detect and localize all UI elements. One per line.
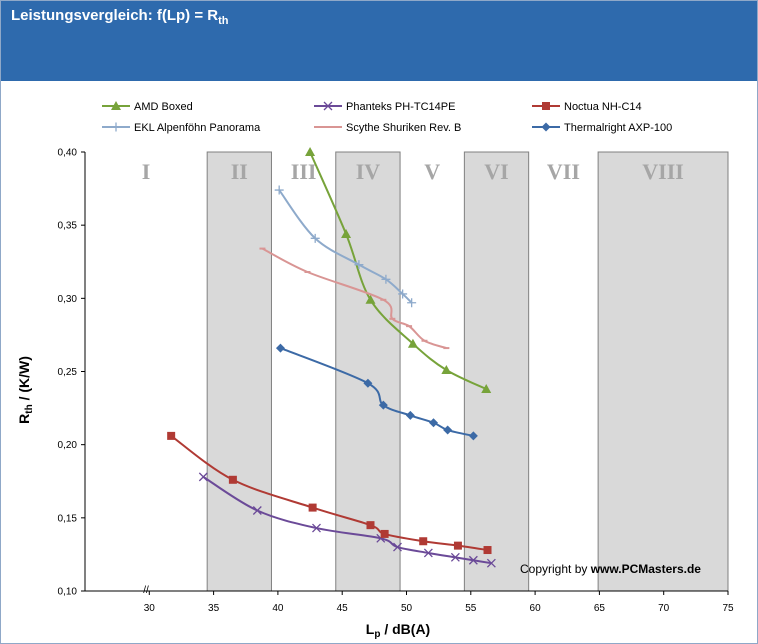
y-tick-label: 0,10	[58, 587, 78, 598]
legend: AMD Boxed Phanteks PH-TC14PE Noctua NH-C14…	[102, 101, 672, 134]
data-point	[305, 147, 316, 156]
data-point	[310, 233, 320, 243]
legend-marker	[542, 102, 550, 110]
series-phanteks-ph-tc14pe	[198, 472, 496, 568]
band-label: VII	[547, 159, 580, 184]
x-tick-label: 70	[658, 603, 670, 614]
chart-title: Leistungsvergleich: f(Lp) = Rth	[11, 7, 229, 27]
x-axis-label: Lp / dB(A)	[366, 621, 430, 640]
legend-marker	[541, 122, 551, 132]
y-tick-label: 0,40	[58, 148, 78, 159]
y-tick-label: 0,20	[58, 440, 78, 451]
series-ekl-alpenf-hn-panorama	[274, 185, 417, 308]
data-point	[167, 431, 176, 440]
data-point	[429, 418, 439, 428]
data-point	[443, 425, 453, 435]
x-tick-label: 55	[465, 603, 477, 614]
legend-marker	[111, 122, 121, 132]
legend-label: AMD Boxed	[134, 101, 193, 113]
band-label: VI	[484, 159, 508, 184]
data-point	[419, 537, 428, 546]
band-label: IV	[356, 159, 381, 184]
legend-label: Noctua NH-C14	[564, 101, 642, 113]
data-point	[228, 475, 237, 484]
header-bar: Leistungsvergleich: f(Lp) = Rth	[1, 1, 757, 81]
legend-label: Phanteks PH-TC14PE	[346, 101, 455, 113]
band-label: III	[291, 159, 317, 184]
series-line	[278, 189, 413, 304]
legend-label: EKL Alpenföhn Panorama	[134, 122, 261, 134]
band-label: V	[424, 159, 440, 184]
x-tick-label: 45	[337, 603, 349, 614]
data-point	[378, 400, 388, 410]
data-point	[441, 365, 452, 375]
data-point	[312, 523, 321, 533]
data-point	[198, 472, 208, 482]
x-tick-label: 50	[401, 603, 413, 614]
x-tick-label: 60	[530, 603, 542, 614]
data-point	[341, 228, 352, 238]
legend-marker	[323, 101, 333, 111]
band-region-8	[597, 151, 729, 592]
data-point	[450, 552, 460, 562]
series-thermalright-axp-100	[275, 343, 478, 441]
data-point	[453, 541, 462, 550]
data-point	[468, 555, 478, 565]
series-scythe-shuriken-rev-b	[259, 247, 450, 350]
axes-layer: 0,10 0,15 0,20 0,25 0,30 0,35 0,40 30 35 40 45 50 55…	[58, 148, 734, 615]
legend-item: Phanteks PH-TC14PE	[314, 101, 455, 113]
series-noctua-nh-c14	[167, 431, 492, 555]
band-region-2	[206, 151, 272, 592]
band-label: II	[231, 159, 248, 184]
data-point	[275, 343, 285, 353]
data-point	[483, 546, 492, 555]
axis-break-symbol: //	[143, 585, 149, 596]
data-point	[423, 548, 433, 558]
x-tick-label: 40	[272, 603, 284, 614]
copyright-annotation: Copyright by www.PCMasters.de	[520, 562, 701, 576]
data-point	[380, 529, 389, 538]
data-point	[398, 289, 408, 299]
x-tick-label: 75	[722, 603, 734, 614]
data-point	[363, 378, 373, 388]
y-tick-label: 0,30	[58, 294, 78, 305]
legend-item: AMD Boxed	[102, 101, 193, 113]
legend-item: Scythe Shuriken Rev. B	[314, 122, 461, 134]
y-tick-label: 0,25	[58, 367, 78, 378]
data-point	[407, 298, 417, 308]
data-point	[365, 294, 376, 304]
legend-item: Thermalright AXP-100	[532, 122, 672, 134]
data-point	[481, 384, 492, 394]
legend-label: Scythe Shuriken Rev. B	[346, 122, 461, 134]
data-point	[274, 185, 284, 195]
legend-item: EKL Alpenföhn Panorama	[102, 122, 261, 134]
y-axis-label: Rth / (K/W)	[16, 356, 35, 424]
x-tick-label: 65	[594, 603, 606, 614]
data-point	[354, 260, 364, 270]
legend-label: Thermalright AXP-100	[564, 122, 672, 134]
series-layer	[167, 147, 496, 568]
band-layer: I II III IV V VI VII VIII	[142, 151, 729, 592]
band-region-6	[463, 151, 530, 592]
data-point	[366, 521, 375, 530]
data-point	[486, 558, 496, 568]
legend-item: Noctua NH-C14	[532, 101, 642, 113]
legend-marker	[111, 101, 121, 110]
x-tick-label: 35	[208, 603, 220, 614]
data-point	[393, 542, 402, 552]
x-tick-label: 30	[144, 603, 156, 614]
series-amd-boxed	[305, 147, 492, 394]
band-label: I	[142, 159, 151, 184]
data-point	[252, 506, 262, 515]
band-label: VIII	[642, 159, 684, 184]
y-tick-label: 0,35	[58, 221, 78, 232]
data-point	[407, 338, 418, 348]
data-point	[405, 410, 415, 420]
data-point	[468, 431, 478, 441]
data-point	[308, 503, 317, 512]
data-point	[381, 274, 391, 284]
y-tick-label: 0,15	[58, 513, 78, 524]
